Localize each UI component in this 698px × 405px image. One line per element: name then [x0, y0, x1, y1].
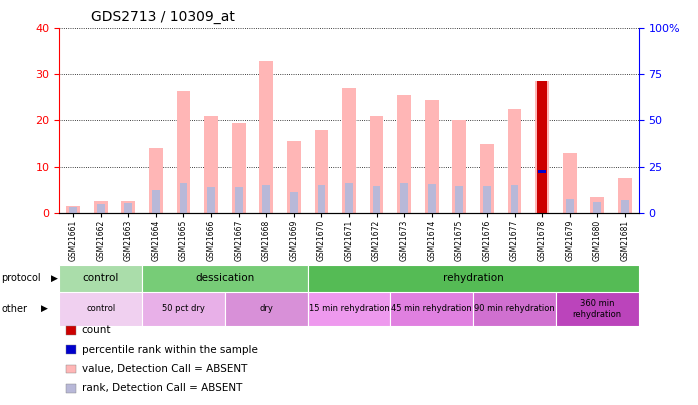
- Bar: [152, 190, 160, 213]
- Text: control: control: [86, 304, 115, 313]
- Text: rehydration: rehydration: [443, 273, 503, 283]
- Bar: [124, 203, 132, 213]
- Bar: [345, 183, 353, 213]
- Bar: [142, 292, 225, 326]
- Text: control: control: [82, 273, 119, 283]
- Bar: [205, 116, 218, 213]
- Text: dessication: dessication: [195, 273, 255, 283]
- Bar: [262, 185, 270, 213]
- Bar: [373, 186, 380, 213]
- Text: ▶: ▶: [51, 274, 58, 283]
- Bar: [556, 292, 639, 326]
- Bar: [456, 186, 463, 213]
- Bar: [59, 265, 142, 292]
- Bar: [563, 153, 577, 213]
- Bar: [225, 292, 308, 326]
- Text: 15 min rehydration: 15 min rehydration: [309, 304, 389, 313]
- Bar: [483, 186, 491, 213]
- Bar: [538, 171, 546, 213]
- Bar: [593, 202, 601, 213]
- Text: 50 pct dry: 50 pct dry: [162, 304, 205, 313]
- Bar: [535, 81, 549, 213]
- Bar: [428, 184, 436, 213]
- Bar: [452, 120, 466, 213]
- Bar: [308, 292, 390, 326]
- Text: 45 min rehydration: 45 min rehydration: [392, 304, 472, 313]
- Text: GDS2713 / 10309_at: GDS2713 / 10309_at: [91, 10, 235, 24]
- Bar: [537, 81, 547, 213]
- Bar: [370, 116, 383, 213]
- Bar: [287, 141, 301, 213]
- Bar: [425, 100, 438, 213]
- Bar: [207, 187, 215, 213]
- Bar: [621, 200, 629, 213]
- Bar: [390, 292, 473, 326]
- Bar: [618, 178, 632, 213]
- Bar: [235, 187, 242, 213]
- Bar: [260, 61, 273, 213]
- Text: 360 min
rehydration: 360 min rehydration: [573, 299, 622, 318]
- Bar: [177, 91, 191, 213]
- Bar: [66, 206, 80, 213]
- Text: percentile rank within the sample: percentile rank within the sample: [82, 345, 258, 354]
- Bar: [121, 201, 135, 213]
- Bar: [473, 292, 556, 326]
- Bar: [69, 207, 77, 213]
- Bar: [315, 130, 328, 213]
- Bar: [591, 196, 604, 213]
- Bar: [149, 148, 163, 213]
- Text: 90 min rehydration: 90 min rehydration: [474, 304, 555, 313]
- Bar: [59, 292, 142, 326]
- Text: rank, Detection Call = ABSENT: rank, Detection Call = ABSENT: [82, 384, 242, 393]
- Bar: [480, 143, 493, 213]
- Text: dry: dry: [259, 304, 273, 313]
- Text: ▶: ▶: [41, 304, 48, 313]
- Text: value, Detection Call = ABSENT: value, Detection Call = ABSENT: [82, 364, 247, 374]
- Text: other: other: [1, 304, 27, 314]
- Bar: [342, 88, 356, 213]
- Text: protocol: protocol: [1, 273, 41, 283]
- Bar: [308, 265, 639, 292]
- Bar: [566, 199, 574, 213]
- Bar: [94, 201, 107, 213]
- Bar: [397, 95, 411, 213]
- Bar: [511, 185, 519, 213]
- Bar: [97, 205, 105, 213]
- Bar: [142, 265, 308, 292]
- Bar: [290, 192, 297, 213]
- Bar: [232, 123, 246, 213]
- Text: count: count: [82, 325, 111, 335]
- Bar: [538, 170, 547, 173]
- Bar: [179, 183, 187, 213]
- Bar: [318, 185, 325, 213]
- Bar: [401, 183, 408, 213]
- Bar: [507, 109, 521, 213]
